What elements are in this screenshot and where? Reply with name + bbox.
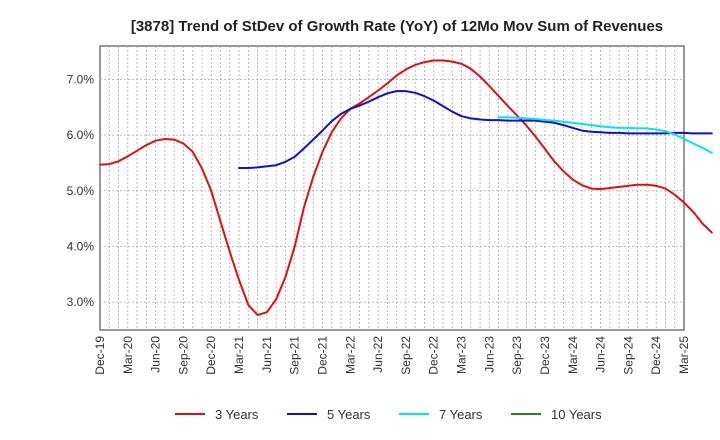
y-tick-label: 3.0% — [67, 295, 95, 309]
series-group — [99, 59, 713, 316]
x-tick-label: Mar-20 — [121, 336, 135, 374]
y-axis: 3.0% 4.0% 5.0% 6.0% 7.0% — [67, 72, 95, 309]
x-tick-label: Sep-20 — [176, 336, 190, 375]
x-tick-label: Jun-22 — [371, 336, 385, 373]
legend-label-5-years: 5 Years — [327, 407, 371, 422]
plot-area — [99, 45, 685, 331]
series-line-7-years — [497, 116, 713, 154]
x-tick-label: Jun-23 — [482, 336, 496, 373]
x-tick-label: Sep-24 — [621, 336, 635, 375]
legend: 3 Years 5 Years 7 Years 10 Years — [175, 407, 602, 422]
grid — [100, 46, 684, 330]
x-tick-label: Mar-24 — [566, 336, 580, 374]
chart-title: [3878] Trend of StDev of Growth Rate (Yo… — [131, 18, 663, 35]
x-tick-label: Sep-23 — [510, 336, 524, 375]
y-tick-label: 7.0% — [67, 72, 95, 86]
x-tick-label: Dec-24 — [649, 336, 663, 375]
x-tick-label: Dec-20 — [204, 336, 218, 375]
x-tick-label: Jun-20 — [149, 336, 163, 373]
x-axis: Dec-19 Mar-20 Jun-20 Sep-20 Dec-20 Mar-21 Jun-… — [93, 336, 691, 375]
series-line-3-years — [99, 59, 713, 316]
x-tick-label: Jun-21 — [260, 336, 274, 373]
x-tick-label: Mar-23 — [455, 336, 469, 374]
legend-label-10-years: 10 Years — [551, 407, 602, 422]
y-tick-label: 6.0% — [67, 128, 95, 142]
y-tick-label: 4.0% — [67, 239, 95, 253]
x-tick-label: Mar-21 — [232, 336, 246, 374]
x-tick-label: Dec-22 — [427, 336, 441, 375]
x-tick-label: Mar-22 — [343, 336, 357, 374]
legend-label-3-years: 3 Years — [215, 407, 259, 422]
x-tick-label: Mar-25 — [677, 336, 691, 374]
x-tick-label: Jun-24 — [594, 336, 608, 373]
x-tick-label: Dec-23 — [538, 336, 552, 375]
series-line-5-years — [238, 90, 713, 169]
x-tick-label: Dec-19 — [93, 336, 107, 375]
x-tick-label: Sep-22 — [399, 336, 413, 375]
x-tick-label: Sep-21 — [288, 336, 302, 375]
legend-label-7-years: 7 Years — [439, 407, 483, 422]
x-tick-label: Dec-21 — [315, 336, 329, 375]
y-tick-label: 5.0% — [67, 184, 95, 198]
